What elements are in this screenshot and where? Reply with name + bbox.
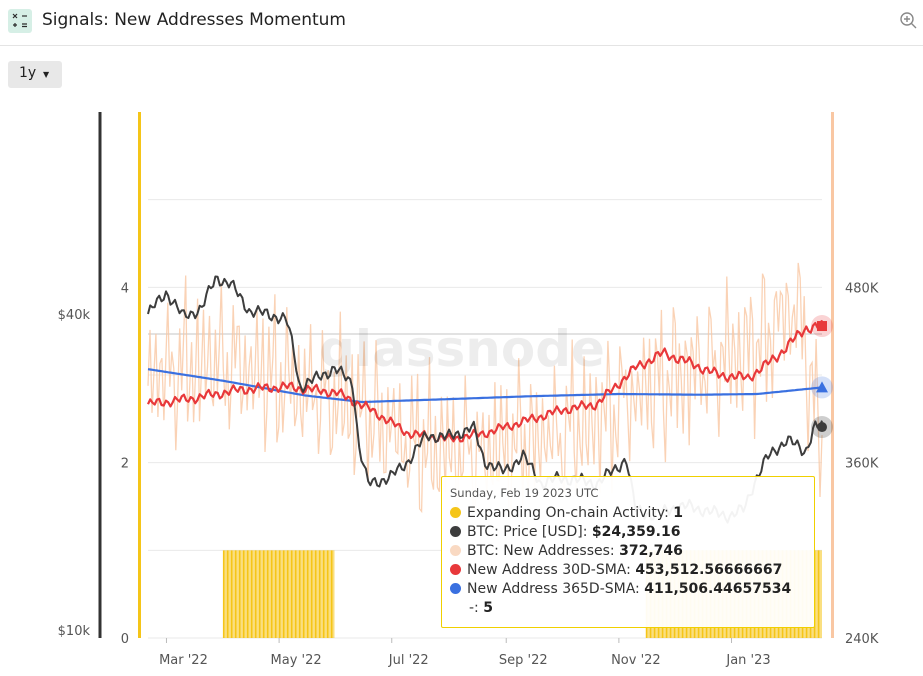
axes: 0 2 4 $10k $40k 240K 360K 480K Mar '22 May '22 Jul… — [58, 112, 879, 668]
signal-axis-tick: 2 — [121, 457, 129, 472]
x-axis-tick: Jan '23 — [725, 653, 770, 668]
tooltip-label: -: — [469, 600, 479, 616]
addresses-axis-tick: 240K — [845, 632, 879, 647]
tooltip-row-extra: -: 5 — [450, 599, 814, 618]
signal-axis-tick: 4 — [121, 281, 129, 296]
legend-dot-icon — [450, 545, 461, 556]
x-axis-tick: Jul '22 — [388, 653, 429, 668]
tooltip-value: 453,512.56666667 — [635, 562, 783, 578]
tooltip-row-signal: Expanding On-chain Activity: 1 — [450, 504, 814, 523]
tooltip-label: Expanding On-chain Activity: — [467, 505, 669, 521]
tooltip-label: BTC: New Addresses: — [467, 543, 615, 559]
chart-tooltip: Sunday, Feb 19 2023 UTC Expanding On-cha… — [441, 476, 815, 628]
chart-title: Signals: New Addresses Momentum — [42, 10, 346, 30]
tooltip-value: 5 — [483, 600, 493, 616]
price-axis-tick: $40k — [58, 308, 91, 323]
tooltip-date: Sunday, Feb 19 2023 UTC — [450, 486, 599, 500]
calculator-icon — [8, 9, 32, 33]
signal-axis-tick: 0 — [121, 632, 129, 647]
tooltip-label: New Address 30D-SMA: — [467, 562, 631, 578]
sma30-marker — [817, 321, 827, 332]
tooltip-row-sma30: New Address 30D-SMA: 453,512.56666667 — [450, 561, 814, 580]
tooltip-row-price: BTC: Price [USD]: $24,359.16 — [450, 523, 814, 542]
tooltip-label: BTC: Price [USD]: — [467, 524, 588, 540]
sma30-line — [147, 319, 824, 443]
tooltip-row-new-addresses: BTC: New Addresses: 372,746 — [450, 542, 814, 561]
tooltip-value: 1 — [673, 505, 684, 521]
legend-dot-icon — [450, 583, 461, 594]
x-axis-tick: May '22 — [271, 653, 322, 668]
signal-edge-bar — [831, 112, 834, 638]
signal-edge-bar — [138, 112, 141, 638]
legend-dot-icon — [450, 564, 461, 575]
tooltip-row-sma365: New Address 365D-SMA: 411,506.44657534 — [450, 580, 814, 599]
zoom-in-icon[interactable] — [899, 11, 919, 31]
x-axis-tick: Nov '22 — [611, 653, 661, 668]
price-marker — [817, 422, 827, 433]
addresses-axis-tick: 360K — [845, 457, 879, 472]
chart-header: Signals: New Addresses Momentum — [0, 0, 923, 46]
end-markers — [811, 315, 833, 439]
tooltip-value: 411,506.44657534 — [644, 581, 792, 597]
tooltip-value: 372,746 — [619, 543, 683, 559]
watermark: glassnode — [319, 320, 605, 378]
tooltip-value: $24,359.16 — [591, 524, 681, 540]
legend-dot-icon — [450, 526, 461, 537]
x-axis-tick: Sep '22 — [499, 653, 548, 668]
addresses-axis-tick: 480K — [845, 281, 879, 296]
time-range-select[interactable]: 1y ▼ — [8, 61, 62, 88]
sma365-marker — [816, 381, 828, 393]
time-range-label: 1y — [19, 65, 37, 81]
x-axis-tick: Mar '22 — [159, 653, 208, 668]
tooltip-label: New Address 365D-SMA: — [467, 581, 640, 597]
price-axis-tick: $10k — [58, 624, 91, 639]
legend-dot-icon — [450, 507, 461, 518]
dropdown-caret-icon: ▼ — [43, 70, 50, 79]
